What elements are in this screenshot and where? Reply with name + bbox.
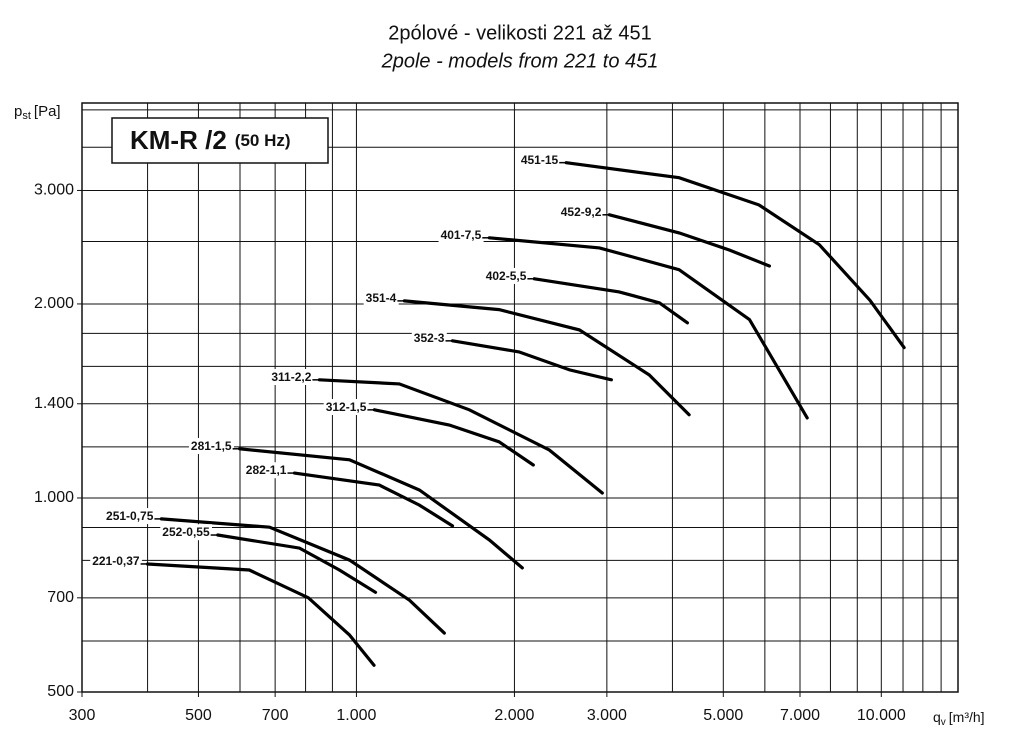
- curve-label-bg: [558, 203, 604, 220]
- x-tick-label: 2.000: [494, 707, 534, 724]
- fan-curve: [487, 236, 809, 420]
- curve-label: 352-3: [414, 331, 445, 345]
- x-label-unit: [m³/h]: [949, 709, 985, 725]
- fan-curve: [564, 161, 906, 350]
- fan-curve: [532, 277, 689, 325]
- fan-curve: [292, 471, 455, 528]
- y-tick-label: 1.000: [34, 489, 74, 506]
- curve-label-bg: [483, 267, 529, 284]
- plot-area: 300 500 700 1.000 2.000 3.000 5.000 7.000 10.000…: [34, 102, 959, 724]
- curve-label-bg: [518, 151, 561, 168]
- model-box: [111, 117, 329, 164]
- x-tick-label: 1.000: [336, 707, 376, 724]
- y-label-unit: [Pa]: [34, 103, 61, 120]
- curve-label-bg: [243, 462, 289, 479]
- x-tick-label: 5.000: [703, 707, 743, 724]
- curve-label-bg: [104, 508, 156, 525]
- x-tick-label: 10.000: [857, 707, 906, 724]
- x-label-main: q: [933, 709, 941, 725]
- x-axis-label: qv [m³/h]: [933, 709, 985, 728]
- fan-curve: [372, 408, 535, 467]
- curve-label-bg: [438, 226, 484, 243]
- fan-curve: [607, 213, 771, 268]
- fan-curve: [146, 562, 376, 667]
- curve-label: 281-1,5: [191, 439, 232, 453]
- chart-subtitle: 2pole - models from 221 to 451: [381, 50, 659, 72]
- y-axis-label: pst [Pa]: [14, 103, 61, 122]
- box-title: KM-R /2: [130, 125, 227, 155]
- y-label-sub: st: [22, 110, 31, 122]
- curve-label: 311-2,2: [271, 370, 311, 384]
- y-tick-label: 3.000: [34, 182, 74, 199]
- curve-label: 312-1,5: [326, 400, 367, 414]
- plot-border: [81, 102, 959, 693]
- fan-curve: [238, 447, 524, 570]
- fan-curve: [450, 339, 613, 382]
- curve-label-bg: [188, 437, 234, 454]
- y-label-main: p: [14, 103, 22, 120]
- fan-curve: [159, 517, 446, 635]
- curve-label: 221-0,37: [92, 554, 140, 568]
- curve-label-bg: [269, 369, 314, 386]
- x-tick-label: 7.000: [780, 707, 820, 724]
- y-tick-label: 700: [47, 589, 74, 606]
- fan-curve: [402, 299, 691, 417]
- curve-label: 351-4: [366, 291, 397, 305]
- curve-label-bg: [363, 290, 399, 307]
- x-tick-label: 700: [262, 707, 289, 724]
- box-note: (50 Hz): [235, 131, 291, 150]
- curve-label: 251-0,75: [106, 509, 154, 523]
- model-box-title: KM-R /2 (50 Hz): [130, 125, 291, 155]
- x-label-sub: v: [941, 717, 946, 728]
- y-tick-label: 1.400: [34, 395, 74, 412]
- curve-label-bg: [323, 399, 369, 416]
- curve-label-bg: [160, 524, 212, 541]
- fan-curve: [317, 378, 604, 495]
- y-tick-label: 2.000: [34, 295, 74, 312]
- curve-label: 402-5,5: [486, 269, 527, 283]
- curve-label: 401-7,5: [441, 228, 482, 242]
- curve-label-bg: [90, 553, 142, 570]
- curve-label-bg: [411, 330, 447, 347]
- chart-title: 2pólové - velikosti 221 až 451: [388, 22, 652, 44]
- x-tick-label: 300: [69, 707, 96, 724]
- x-tick-label: 500: [185, 707, 212, 724]
- y-tick-label: 500: [47, 683, 74, 700]
- x-tick-label: 3.000: [587, 707, 627, 724]
- fan-curve: [216, 533, 378, 594]
- curve-label: 252-0,55: [162, 525, 210, 539]
- curve-label: 282-1,1: [246, 463, 287, 477]
- curve-label: 451-15: [521, 153, 559, 167]
- curve-label: 452-9,2: [561, 205, 602, 219]
